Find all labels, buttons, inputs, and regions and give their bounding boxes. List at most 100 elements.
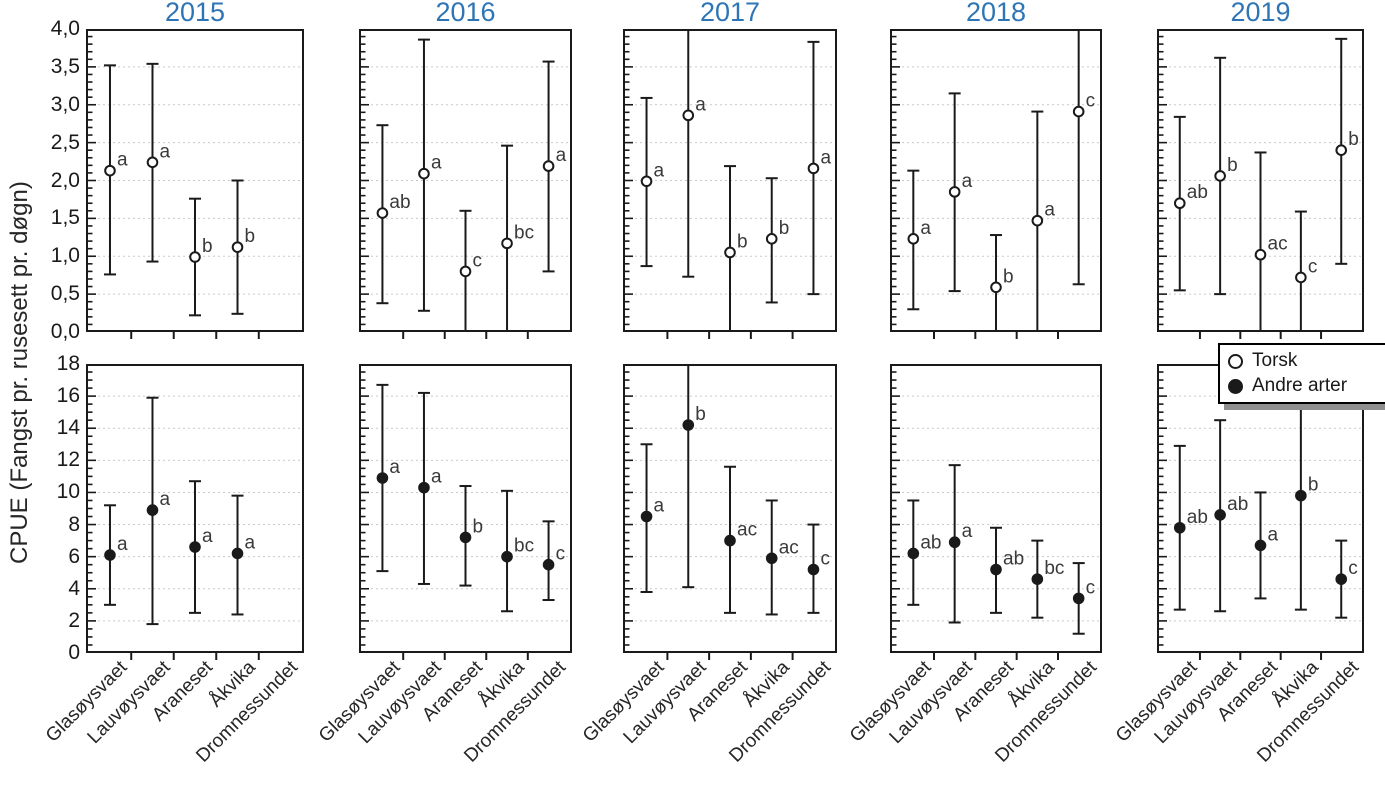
significance-letter: c (1308, 256, 1318, 277)
data-point (1072, 592, 1085, 605)
y-tick-label: 2,5 (50, 130, 80, 154)
significance-letter: ab (389, 192, 410, 213)
significance-letter: c (1348, 558, 1358, 579)
data-point (1295, 489, 1307, 502)
data-point (1254, 539, 1267, 552)
y-tick-label: 16 (56, 384, 80, 408)
significance-letter: a (117, 150, 128, 171)
data-point (1031, 573, 1044, 585)
data-point (1072, 105, 1085, 118)
data-point (765, 552, 778, 565)
y-tick-label: 0,0 (50, 320, 80, 343)
data-point (1031, 214, 1044, 227)
data-point (724, 246, 736, 259)
significance-letter: a (1044, 200, 1055, 221)
year-title-2019: 2019 (1230, 0, 1291, 27)
significance-letter: b (779, 218, 790, 239)
data-point (501, 237, 513, 250)
data-point (189, 251, 201, 263)
y-tick-label: 0 (68, 641, 80, 664)
data-point (104, 549, 116, 561)
year-title-2017: 2017 (699, 0, 761, 27)
open-circle-icon (1228, 353, 1243, 369)
y-tick-label: 1,5 (50, 206, 80, 230)
significance-letter: c (820, 549, 830, 570)
y-tick-label: 3,5 (50, 54, 80, 78)
data-point (807, 563, 820, 576)
panel-torsk-2017: a a b b a (623, 29, 837, 339)
significance-letter: ac (779, 537, 799, 558)
significance-letter: c (1086, 91, 1096, 112)
y-tick-label: 4 (68, 576, 80, 600)
data-point (640, 510, 653, 523)
significance-letter: bc (1044, 558, 1064, 579)
data-point (418, 481, 430, 494)
legend-item-andre-arter: Andre arter (1228, 375, 1380, 397)
data-point (501, 550, 513, 563)
year-title-2018: 2018 (965, 0, 1027, 27)
significance-letter: a (962, 171, 973, 192)
data-point (1295, 271, 1307, 284)
significance-letter: b (695, 404, 706, 425)
panel-andre-arter-2015: a a a a (86, 364, 304, 660)
panel-andre-arter-2016: a a b bc c (359, 364, 572, 660)
significance-letter: ab (920, 532, 941, 553)
legend-label-andre-arter: Andre arter (1252, 375, 1348, 396)
panel-torsk-2015: a a b b (86, 29, 304, 339)
significance-letter: b (737, 231, 748, 252)
significance-letter: a (820, 147, 831, 168)
significance-letter: b (245, 226, 256, 247)
y-tick-label: 2,0 (50, 168, 80, 192)
data-point (807, 162, 820, 175)
significance-letter: a (202, 526, 213, 547)
data-point (907, 547, 920, 560)
data-point (459, 531, 472, 544)
significance-letter: a (654, 496, 665, 517)
data-point (1173, 197, 1186, 210)
significance-letter: c (1086, 577, 1096, 598)
significance-letter: ab (1187, 182, 1208, 203)
data-point (1214, 170, 1226, 182)
significance-letter: a (431, 467, 442, 488)
data-point (376, 207, 389, 219)
data-point (542, 160, 555, 172)
significance-letter: ac (1268, 234, 1288, 255)
panel-torsk-2018: a a b a c (890, 29, 1102, 339)
data-point (104, 164, 116, 177)
data-point (1214, 509, 1226, 521)
significance-letter: a (389, 457, 400, 478)
filled-circle-icon (1228, 378, 1243, 394)
significance-letter: b (1003, 266, 1014, 287)
significance-letter: a (695, 94, 706, 115)
y-tick-label: 2 (68, 608, 80, 632)
data-point (1254, 248, 1267, 261)
y-tick-label: 14 (56, 416, 80, 440)
significance-letter: a (159, 141, 170, 162)
data-point (231, 241, 244, 253)
data-point (640, 175, 653, 188)
data-point (990, 281, 1002, 294)
significance-letter: a (920, 218, 931, 239)
significance-letter: c (556, 544, 566, 565)
legend-label-torsk: Torsk (1252, 350, 1298, 371)
data-point (765, 233, 778, 245)
significance-letter: a (1268, 524, 1279, 545)
data-point (189, 541, 201, 553)
significance-letter: bc (514, 222, 534, 243)
y-tick-label: 0,5 (50, 282, 80, 306)
legend-item-torsk: Torsk (1228, 350, 1380, 372)
year-title-2016: 2016 (435, 0, 496, 27)
y-tick-label: 4,0 (50, 17, 80, 40)
data-point (948, 186, 961, 198)
y-tick-label: 3,0 (50, 92, 80, 116)
significance-letter: b (1308, 475, 1319, 496)
significance-letter: ab (1227, 494, 1248, 515)
significance-letter: a (159, 489, 170, 510)
data-point (724, 534, 736, 547)
significance-letter: ab (1003, 549, 1024, 570)
